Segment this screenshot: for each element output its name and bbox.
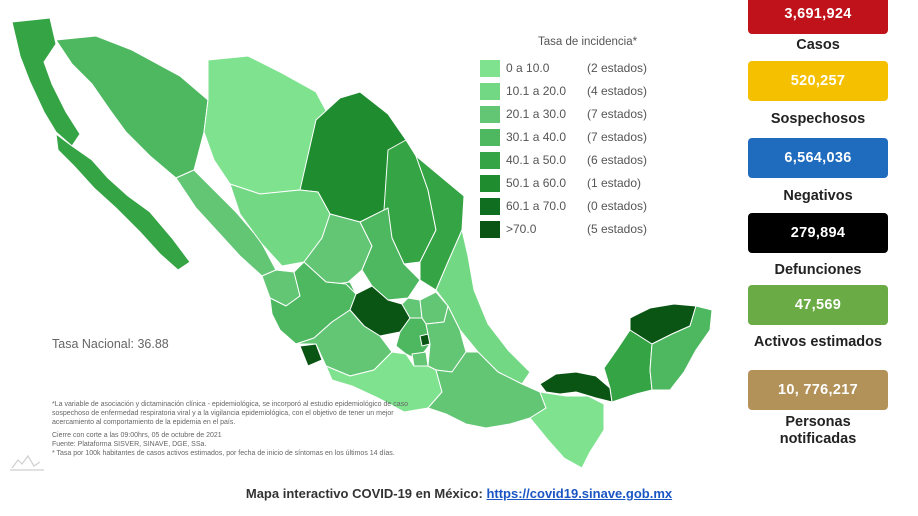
legend-item: 20.1 a 30.0 (7 estados) — [480, 106, 680, 123]
legend-swatch — [480, 152, 500, 169]
watermark-logo — [10, 454, 44, 471]
legend-range: 20.1 a 30.0 — [506, 107, 567, 121]
national-rate: Tasa Nacional: 36.88 — [52, 337, 169, 351]
footnote-cutoff: Cierre con corte a las 09:00hrs, 05 de o… — [52, 431, 222, 439]
stat-casos-label: Casos — [796, 37, 840, 53]
footer-link[interactable]: https://covid19.sinave.gob.mx — [486, 486, 673, 501]
legend-range: 0 a 10.0 — [506, 61, 550, 75]
legend-range: 30.1 a 40.0 — [506, 130, 567, 144]
stat-defunciones-value: 279,894 — [748, 213, 888, 253]
stat-activos-label: Activos estimados — [753, 334, 883, 350]
legend-count: (7 estados) — [587, 130, 648, 144]
state-veracruz — [435, 229, 531, 385]
legend-item: 50.1 a 60.0 (1 estado) — [480, 175, 680, 192]
footer-text: Mapa interactivo COVID-19 en México: — [245, 486, 487, 501]
footnote-methodology: *La variable de asociación y dictaminaci… — [52, 401, 409, 427]
legend-swatch — [480, 60, 500, 77]
stat-negativos-label: Negativos — [783, 188, 853, 204]
stat-sospechosos-label: Sospechosos — [770, 111, 866, 127]
state-morelos — [411, 351, 429, 367]
legend-item: 40.1 a 50.0 (6 estados) — [480, 152, 680, 169]
state-colima — [299, 343, 323, 367]
legend-count: (6 estados) — [587, 153, 648, 167]
footnotes: *La variable de asociación y dictaminaci… — [52, 400, 432, 458]
footnote-rate-definition: * Tasa por 100k habitantes de casos acti… — [52, 450, 395, 458]
legend-item: 0 a 10.0 (2 estados) — [480, 60, 680, 77]
legend-swatch — [480, 198, 500, 215]
legend-item: 30.1 a 40.0 (7 estados) — [480, 129, 680, 146]
stat-notificadas-label: Personas notificadas — [779, 414, 857, 447]
legend-count: (2 estados) — [587, 61, 648, 75]
stat-notificadas-value: 10, 776,217 — [748, 370, 888, 410]
legend-item: >70.0 (5 estados) — [480, 221, 680, 238]
legend-swatch — [480, 129, 500, 146]
legend-item: 60.1 a 70.0 (0 estados) — [480, 198, 680, 215]
legend-range: 50.1 a 60.0 — [506, 176, 567, 190]
legend-count: (0 estados) — [587, 199, 648, 213]
legend-swatch — [480, 221, 500, 238]
stat-activos-value: 47,569 — [748, 285, 888, 325]
legend-range: 40.1 a 50.0 — [506, 153, 567, 167]
state-campeche — [603, 329, 653, 403]
legend-count: (4 estados) — [587, 84, 648, 98]
footer: Mapa interactivo COVID-19 en México: htt… — [0, 486, 918, 501]
legend-count: (5 estados) — [587, 222, 648, 236]
legend-item: 10.1 a 20.0 (4 estados) — [480, 83, 680, 100]
state-baja-california-sur — [55, 133, 191, 271]
legend-swatch — [480, 83, 500, 100]
legend-count: (1 estado) — [587, 176, 642, 190]
state-baja-california — [11, 17, 81, 147]
footnote-source: Fuente: Plataforma SISVER, SINAVE, DGE, … — [52, 440, 207, 448]
state-michoacan — [295, 309, 393, 377]
stat-sospechosos-value: 520,257 — [748, 61, 888, 101]
legend-swatch — [480, 175, 500, 192]
legend-range: 60.1 a 70.0 — [506, 199, 567, 213]
stat-negativos-value: 6,564,036 — [748, 138, 888, 178]
legend-count: (7 estados) — [587, 107, 648, 121]
legend-title: Tasa de incidencia* — [538, 36, 638, 48]
legend-range: >70.0 — [506, 222, 537, 236]
state-quintana-roo — [649, 305, 713, 391]
state-chiapas — [529, 391, 605, 469]
stat-defunciones-label: Defunciones — [774, 262, 862, 278]
stat-casos-value: 3,691,924 — [748, 0, 888, 34]
legend-swatch — [480, 106, 500, 123]
legend-range: 10.1 a 20.0 — [506, 84, 567, 98]
